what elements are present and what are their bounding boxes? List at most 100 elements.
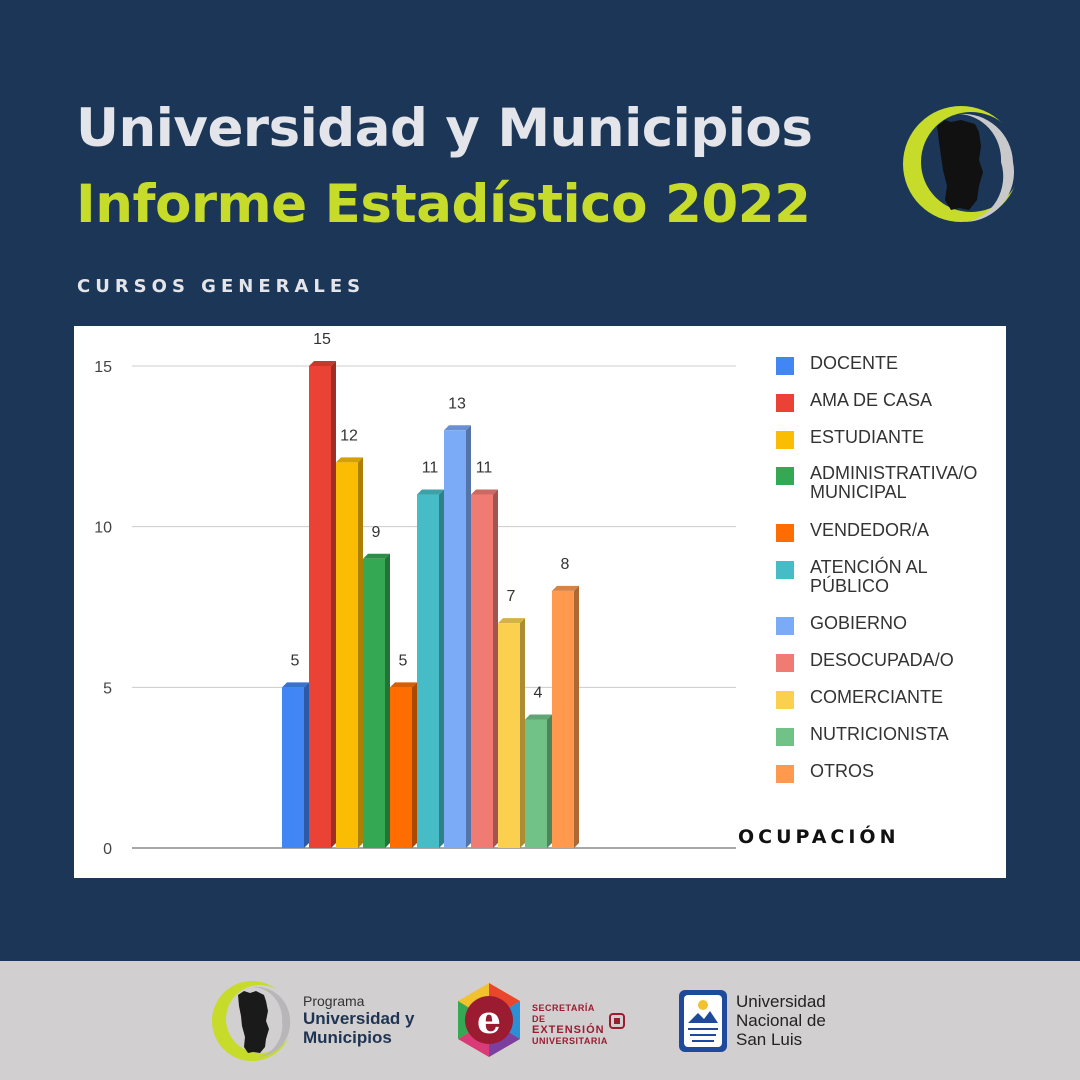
bar-value-label: 12: [340, 427, 358, 444]
legend-swatch: [776, 765, 794, 783]
legend-swatch: [776, 561, 794, 579]
legend-item: AMA DE CASA: [776, 391, 1006, 412]
bar-side-3: [385, 553, 390, 848]
legend-swatch: [776, 394, 794, 412]
legend-label: ESTUDIANTE: [810, 427, 925, 447]
bar-value-label: 9: [372, 524, 381, 541]
bar-side-4: [412, 682, 417, 848]
legend-label: DOCENTE: [810, 353, 899, 373]
bar-3: [363, 558, 385, 848]
legend-label: NUTRICIONISTA: [810, 724, 949, 744]
bar-top-0: [282, 682, 309, 688]
secretaria-line1: SECRETARÍA DE: [532, 1003, 595, 1024]
bar-top-9: [525, 714, 552, 720]
bar-side-5: [439, 489, 444, 848]
legend-item: ATENCIÓN AL PÚBLICO: [776, 558, 1006, 596]
program-label: Programa: [303, 993, 365, 1009]
bar-value-label: 8: [561, 556, 570, 573]
legend-swatch: [776, 617, 794, 635]
section-label: CURSOS GENERALES: [77, 276, 366, 297]
bar-side-9: [547, 714, 552, 848]
bar-value-label: 13: [448, 395, 466, 412]
bar-side-0: [304, 682, 309, 848]
secretaria-line3: UNIVERSITARIA: [532, 1036, 608, 1046]
legend-item: NUTRICIONISTA: [776, 725, 1006, 746]
bar-side-10: [574, 585, 579, 848]
legend-swatch: [776, 431, 794, 449]
legend-label: GOBIERNO: [810, 613, 908, 633]
legend-item: VENDEDOR/A: [776, 521, 1006, 542]
svg-text:e: e: [477, 997, 501, 1042]
bar-top-2: [336, 457, 363, 463]
y-tick-label: 0: [103, 841, 112, 858]
program-crescent-logo-icon: [212, 981, 294, 1061]
bar-top-1: [309, 361, 336, 366]
legend-label: COMERCIANTE: [810, 687, 944, 707]
legend-label: VENDEDOR/A: [810, 520, 930, 540]
secretaria-mini-icon: [609, 1013, 625, 1029]
legend-swatch: [776, 691, 794, 709]
legend-swatch: [776, 524, 794, 542]
bar-2: [336, 462, 358, 848]
bar-top-10: [552, 585, 579, 591]
bar-8: [498, 623, 520, 848]
bar-6: [444, 430, 466, 848]
legend-item: DESOCUPADA/O: [776, 651, 1006, 672]
bar-value-label: 5: [399, 652, 408, 669]
program-name: Universidad y Municipios: [303, 1009, 415, 1047]
bar-top-6: [444, 425, 471, 431]
bar-top-8: [498, 618, 525, 624]
bar-value-label: 11: [476, 460, 493, 477]
bar-value-label: 5: [291, 652, 300, 669]
bar-side-8: [520, 618, 525, 848]
bar-side-7: [493, 489, 498, 848]
legend-label: ATENCIÓN AL PÚBLICO: [810, 557, 928, 596]
bar-top-3: [363, 553, 390, 559]
province-crescent-logo-icon: [903, 106, 1021, 222]
bar-10: [552, 590, 574, 848]
page-title: Universidad y Municipios: [76, 98, 813, 159]
bar-0: [282, 687, 304, 848]
unsl-shield-logo-icon: [679, 990, 727, 1052]
footer-bar: Programa Universidad y Municipios e SECR…: [0, 961, 1080, 1080]
legend-item: ESTUDIANTE: [776, 428, 1006, 449]
bar-value-label: 15: [313, 331, 331, 348]
secretaria-line2: EXTENSIÓN: [532, 1024, 605, 1036]
legend-label: ADMINISTRATIVA/O MUNICIPAL: [810, 463, 978, 502]
university-name: Universidad Nacional de San Luis: [736, 992, 826, 1049]
legend-swatch: [776, 654, 794, 672]
bar-4: [390, 687, 412, 848]
legend-swatch: [776, 728, 794, 746]
bar-value-label: 7: [507, 588, 516, 605]
bar-side-6: [466, 425, 471, 848]
bar-value-label: 4: [534, 684, 543, 701]
y-tick-label: 15: [94, 359, 112, 376]
bar-top-5: [417, 489, 444, 495]
legend-label: OTROS: [810, 761, 875, 781]
chart-panel: 0 5 10 15 5 15 12 9 5 11 13 11 7 4 8 DOCENTE AMA DE CAS…: [74, 326, 1006, 878]
bar-1: [309, 366, 331, 848]
legend-label: AMA DE CASA: [810, 390, 933, 410]
legend-item: COMERCIANTE: [776, 688, 1006, 709]
x-axis-label: OCUPACIÓN: [738, 826, 900, 848]
y-tick-label: 10: [94, 520, 112, 537]
bar-9: [525, 719, 547, 848]
legend-item: OTROS: [776, 762, 1006, 783]
bar-5: [417, 494, 439, 848]
bar-value-label: 11: [422, 460, 439, 477]
page-subtitle: Informe Estadístico 2022: [76, 174, 811, 235]
bar-top-4: [390, 682, 417, 688]
bar-side-2: [358, 457, 363, 848]
bar-chart: 0 5 10 15 5 15 12 9 5 11 13 11 7 4 8: [94, 331, 736, 858]
extension-e-hexagon-logo-icon: e: [458, 983, 520, 1057]
bar-7: [471, 494, 493, 848]
bar-top-7: [471, 489, 498, 495]
bar-side-1: [331, 361, 336, 848]
legend-swatch: [776, 467, 794, 485]
legend-swatch: [776, 357, 794, 375]
legend-item: ADMINISTRATIVA/O MUNICIPAL: [776, 464, 1006, 502]
legend-label: DESOCUPADA/O: [810, 650, 954, 670]
secretaria-text: SECRETARÍA DE EXTENSIÓN UNIVERSITARIA: [532, 1003, 608, 1047]
legend-item: GOBIERNO: [776, 614, 1006, 635]
legend-item: DOCENTE: [776, 354, 1006, 375]
